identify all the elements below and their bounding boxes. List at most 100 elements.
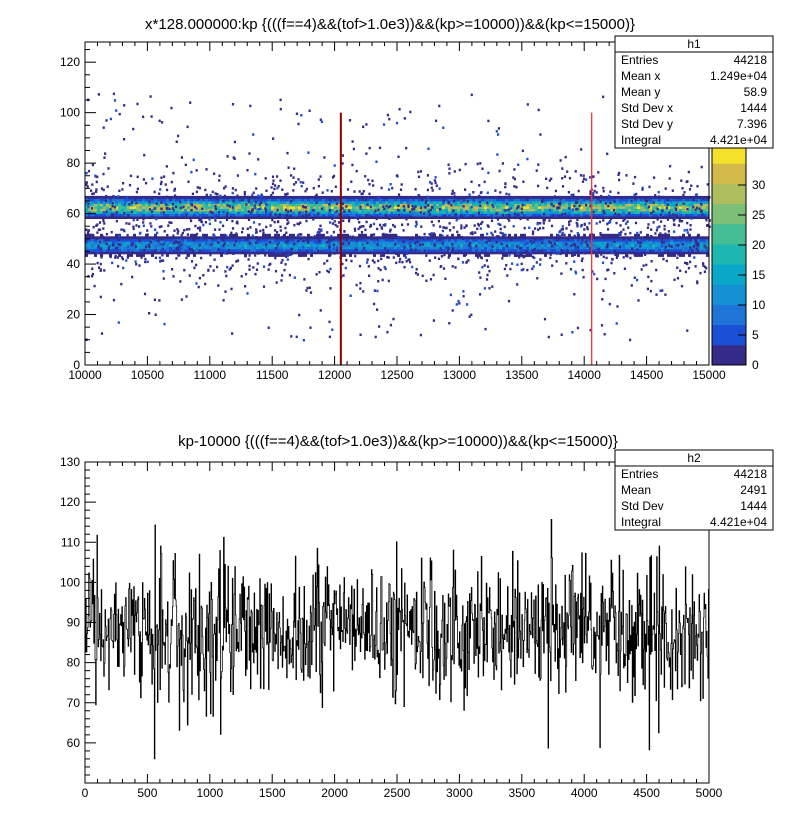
h1-bin	[180, 233, 183, 237]
h1-bin-0	[418, 208, 421, 212]
h1-bin-0	[514, 203, 517, 207]
h1-bin-1	[667, 248, 670, 252]
h1-bin-0	[94, 201, 97, 204]
h1-bin-0	[403, 201, 406, 204]
h1-bin-1	[274, 251, 277, 255]
h1-bin	[274, 256, 277, 260]
h1-bin-1	[268, 246, 271, 250]
h1-bin-1	[289, 248, 292, 252]
h1-bin-1	[166, 248, 169, 252]
h1-bin	[407, 205, 410, 209]
h1-bin-0	[445, 198, 448, 202]
h1-bin	[200, 217, 203, 221]
h1-bin	[556, 252, 559, 255]
h1-bin	[222, 299, 225, 302]
h1-bin-0	[649, 203, 652, 207]
h1-bin-1	[679, 246, 682, 250]
h1-bin-0	[142, 211, 145, 214]
h1-bin	[458, 234, 461, 237]
h1-bin	[532, 241, 535, 244]
h1-bin	[191, 192, 194, 196]
h1-bin-0	[634, 211, 637, 214]
h1-bin	[241, 199, 244, 202]
h1-bin-0	[295, 213, 298, 217]
h1-bin-0	[658, 206, 661, 209]
h1-bin	[392, 235, 395, 238]
h1-bin-0	[262, 208, 265, 212]
h1-bin	[193, 198, 196, 202]
h1-bin	[268, 240, 272, 244]
h1-bin	[596, 277, 599, 281]
h1-bin-1	[364, 246, 367, 250]
h1-bin-1	[517, 248, 520, 252]
h1-bin-1	[685, 246, 688, 250]
h1-bin-1	[262, 246, 265, 250]
h1-bin-0	[688, 208, 691, 212]
h1-bin-1	[634, 248, 637, 252]
h1-bin-0	[526, 203, 529, 207]
h1-bin	[248, 152, 251, 155]
h1-bin-1	[580, 241, 583, 245]
h1-bin	[597, 247, 600, 251]
h1-bin-0	[115, 198, 118, 202]
h1-bin-0	[325, 195, 328, 199]
h1-bin-0	[136, 208, 139, 212]
h1-bin-0	[616, 201, 619, 204]
h1-bin-1	[595, 243, 598, 247]
h1-bin-1	[382, 236, 385, 240]
h1-bin-0	[580, 213, 583, 217]
h1-bin-0	[628, 213, 631, 217]
h1-bin-0	[439, 206, 442, 209]
h1-bin-0	[253, 216, 256, 219]
h1-bin-0	[163, 213, 166, 217]
h1-bin-1	[670, 251, 673, 255]
h1-bin-0	[148, 195, 151, 199]
h1-bin	[565, 243, 568, 246]
h1-bin	[451, 249, 454, 252]
h1-bin-0	[517, 216, 520, 219]
h1-bin-1	[547, 238, 550, 242]
h1-bin-1	[637, 243, 640, 247]
h1-bin-0	[202, 195, 205, 199]
h1-bin-0	[631, 203, 634, 207]
h1-bin-0	[238, 213, 241, 217]
h1-bin	[98, 228, 102, 231]
h1-bin-0	[526, 206, 529, 209]
h1-bin	[185, 295, 188, 298]
h1-bin-1	[397, 248, 400, 252]
h1-bin-0	[556, 203, 559, 207]
h1-bin	[246, 237, 249, 240]
h1-bin-0	[133, 208, 136, 212]
h1-bin-0	[433, 198, 436, 202]
h1-bin-0	[538, 195, 541, 199]
h1-bin	[152, 237, 155, 240]
h1-bin	[216, 201, 220, 204]
h1-bin-1	[238, 248, 241, 252]
h1-bin-0	[547, 201, 550, 204]
h1-bin-0	[418, 216, 421, 219]
h1-bin	[666, 199, 669, 202]
h1-bin-1	[487, 241, 490, 245]
h1-bin	[214, 216, 217, 220]
h1-bin-1	[385, 241, 388, 245]
h1-bin-1	[151, 254, 154, 257]
h1-bin	[131, 251, 134, 254]
h1-bin-0	[178, 206, 181, 209]
h1-bin	[694, 265, 697, 268]
h1-bin-1	[475, 248, 478, 252]
h1-bin-1	[652, 251, 655, 255]
h1-bin	[599, 232, 602, 235]
h1-bin-0	[433, 211, 436, 214]
h1-bin-0	[379, 206, 382, 209]
h1-bin	[128, 202, 131, 206]
h1-bin-0	[622, 211, 625, 214]
h1-bin	[550, 241, 553, 245]
h1-bin	[577, 246, 580, 249]
h1-bin-0	[454, 203, 457, 207]
h1-bin-0	[166, 198, 169, 202]
h1-bin-0	[127, 201, 130, 204]
h1-bin	[114, 212, 117, 215]
h1-bin-1	[319, 248, 322, 252]
h1-bin	[633, 253, 636, 256]
h1-bin	[198, 276, 201, 280]
